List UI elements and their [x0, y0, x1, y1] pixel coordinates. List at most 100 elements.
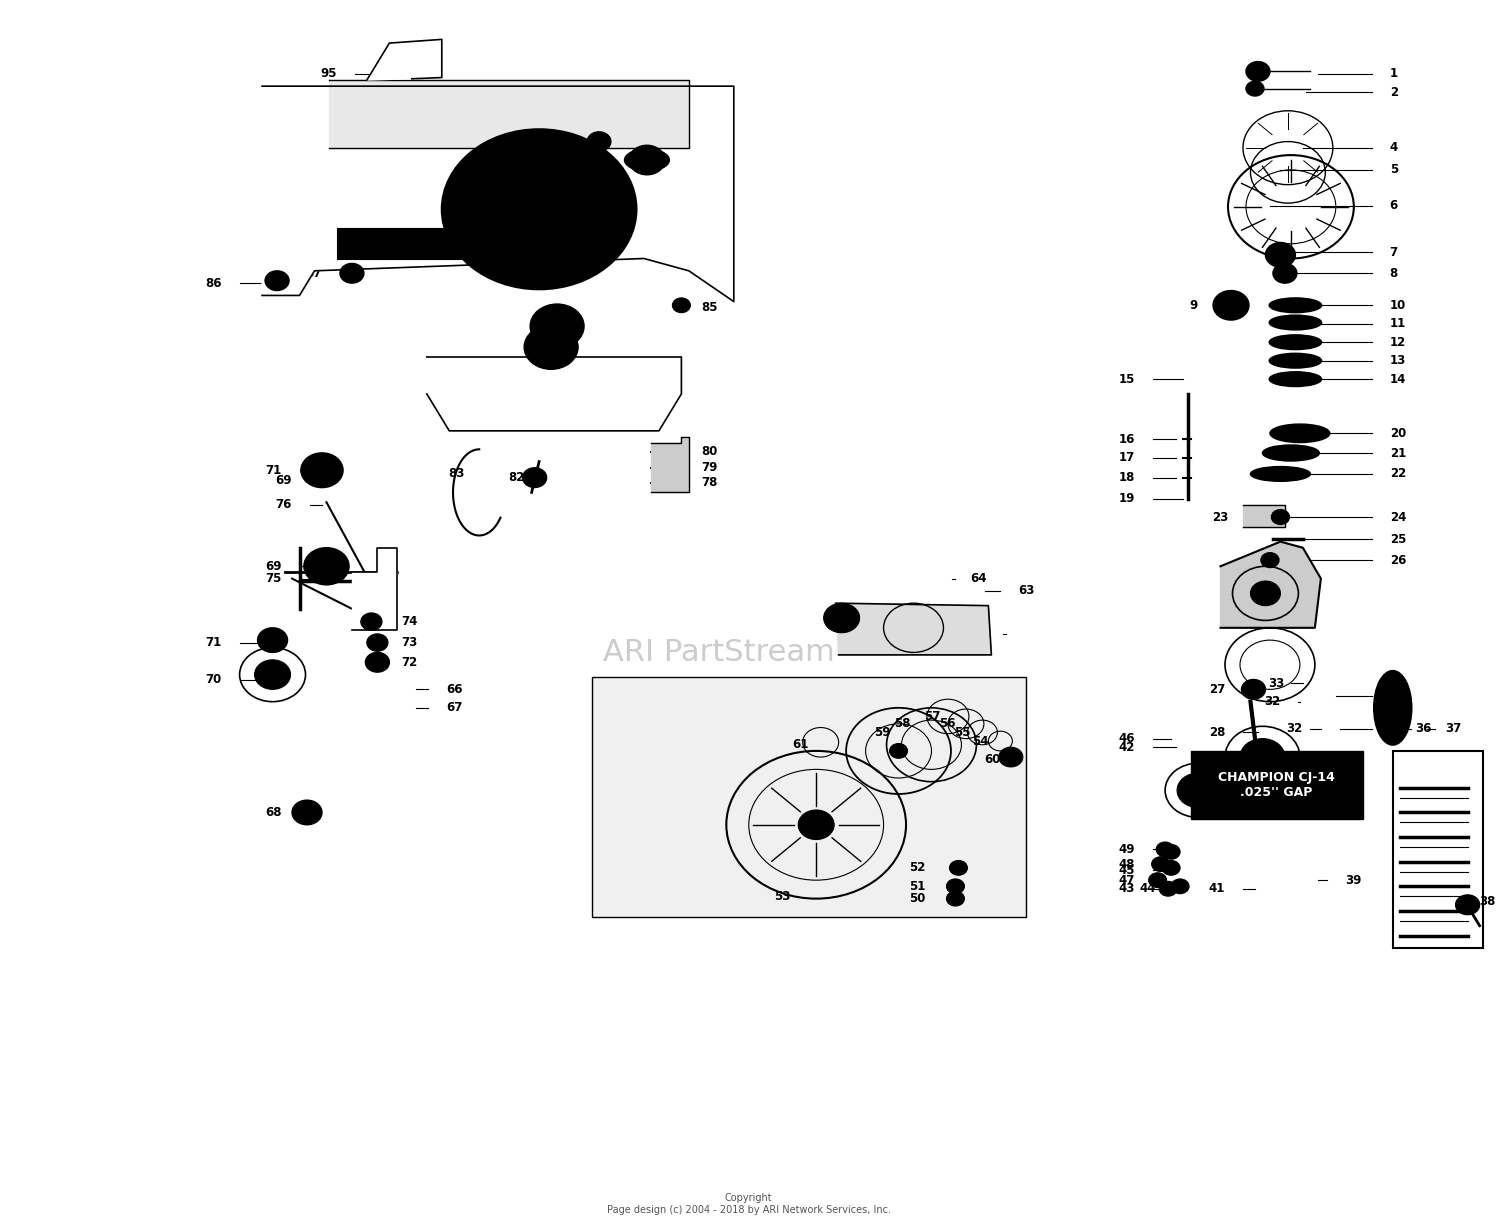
Text: 51: 51	[909, 880, 926, 892]
Circle shape	[672, 298, 690, 313]
Circle shape	[1242, 680, 1266, 699]
Circle shape	[946, 891, 964, 906]
Text: 42: 42	[1119, 741, 1136, 753]
Text: CHAMPION CJ-14
.025'' GAP: CHAMPION CJ-14 .025'' GAP	[1218, 771, 1335, 799]
Text: 92: 92	[626, 135, 642, 148]
Text: 79: 79	[700, 462, 717, 474]
Text: 5: 5	[1389, 164, 1398, 176]
Text: 28: 28	[1209, 726, 1225, 739]
Circle shape	[1455, 895, 1479, 915]
Text: 64: 64	[970, 572, 987, 585]
Circle shape	[1162, 844, 1180, 859]
Text: 13: 13	[1389, 355, 1406, 367]
Circle shape	[890, 744, 908, 758]
Text: 50: 50	[909, 892, 926, 905]
Text: 95: 95	[321, 68, 338, 80]
Bar	[1392, 751, 1482, 948]
Text: 25: 25	[1389, 533, 1406, 545]
Text: 2: 2	[1389, 86, 1398, 98]
Ellipse shape	[1251, 467, 1311, 481]
Text: 14: 14	[1389, 373, 1406, 385]
Text: 73: 73	[402, 636, 417, 649]
Circle shape	[266, 271, 290, 291]
Text: 65: 65	[830, 609, 846, 622]
Text: 31: 31	[1209, 766, 1225, 778]
Text: 23: 23	[1212, 511, 1228, 523]
Text: 49: 49	[1119, 843, 1136, 856]
Circle shape	[1162, 860, 1180, 875]
Circle shape	[362, 613, 382, 630]
Circle shape	[258, 628, 288, 652]
Text: 40: 40	[1346, 806, 1360, 819]
Text: 9: 9	[1190, 299, 1198, 311]
Text: 29: 29	[1346, 784, 1360, 796]
Polygon shape	[368, 39, 442, 80]
Text: 69: 69	[266, 560, 282, 572]
Text: 16: 16	[1119, 433, 1136, 446]
Circle shape	[1251, 581, 1281, 606]
Text: 32: 32	[1287, 723, 1304, 735]
Circle shape	[1149, 873, 1167, 888]
Text: 84: 84	[534, 324, 550, 336]
Text: 53: 53	[774, 890, 790, 902]
Text: 61: 61	[792, 739, 808, 751]
Text: 15: 15	[1119, 373, 1136, 385]
Text: 11: 11	[1389, 318, 1406, 330]
Text: 39: 39	[1346, 874, 1360, 886]
Text: 80: 80	[700, 446, 717, 458]
Text: 76: 76	[276, 499, 292, 511]
Polygon shape	[591, 677, 1026, 917]
Text: 30: 30	[1346, 766, 1360, 778]
Text: 55: 55	[954, 726, 970, 739]
Text: 20: 20	[1389, 427, 1406, 439]
Text: 89: 89	[306, 209, 322, 222]
Polygon shape	[651, 437, 688, 492]
Text: 86: 86	[206, 277, 222, 289]
Text: 48: 48	[1119, 858, 1136, 870]
Ellipse shape	[1380, 677, 1406, 739]
Circle shape	[824, 603, 860, 633]
Text: 81: 81	[464, 412, 478, 425]
Text: 54: 54	[972, 735, 988, 747]
Text: 59: 59	[874, 726, 891, 739]
Circle shape	[530, 304, 584, 348]
Circle shape	[464, 148, 614, 271]
Text: 88: 88	[681, 156, 698, 169]
Circle shape	[946, 879, 964, 894]
Text: 82: 82	[509, 471, 524, 484]
Text: 90: 90	[306, 225, 322, 238]
Ellipse shape	[1269, 335, 1322, 350]
Text: 41: 41	[1209, 883, 1225, 895]
Text: 66: 66	[447, 683, 464, 696]
Text: 75: 75	[266, 572, 282, 585]
Text: 63: 63	[1019, 585, 1035, 597]
Text: 43: 43	[1119, 883, 1136, 895]
Circle shape	[1246, 81, 1264, 96]
Circle shape	[292, 800, 322, 825]
Circle shape	[1152, 857, 1170, 872]
Text: 46: 46	[1119, 732, 1136, 745]
Text: 8: 8	[1389, 267, 1398, 279]
Ellipse shape	[1269, 298, 1322, 313]
Ellipse shape	[1270, 423, 1330, 443]
Text: 71: 71	[206, 636, 222, 649]
Circle shape	[368, 634, 388, 651]
Polygon shape	[330, 80, 688, 148]
Text: 34: 34	[1389, 689, 1406, 702]
Ellipse shape	[1374, 671, 1411, 745]
Text: ARI PartStream: ARI PartStream	[603, 638, 834, 667]
Circle shape	[302, 453, 344, 487]
Polygon shape	[836, 603, 992, 655]
Text: 33: 33	[1269, 677, 1286, 689]
Text: 26: 26	[1389, 554, 1406, 566]
Circle shape	[1156, 842, 1174, 857]
Circle shape	[304, 548, 350, 585]
Circle shape	[1266, 243, 1296, 267]
Text: 24: 24	[1389, 511, 1406, 523]
Circle shape	[442, 129, 636, 289]
Circle shape	[1240, 739, 1286, 776]
Circle shape	[366, 652, 390, 672]
Circle shape	[1172, 879, 1190, 894]
Text: 68: 68	[266, 806, 282, 819]
Circle shape	[1160, 881, 1178, 896]
